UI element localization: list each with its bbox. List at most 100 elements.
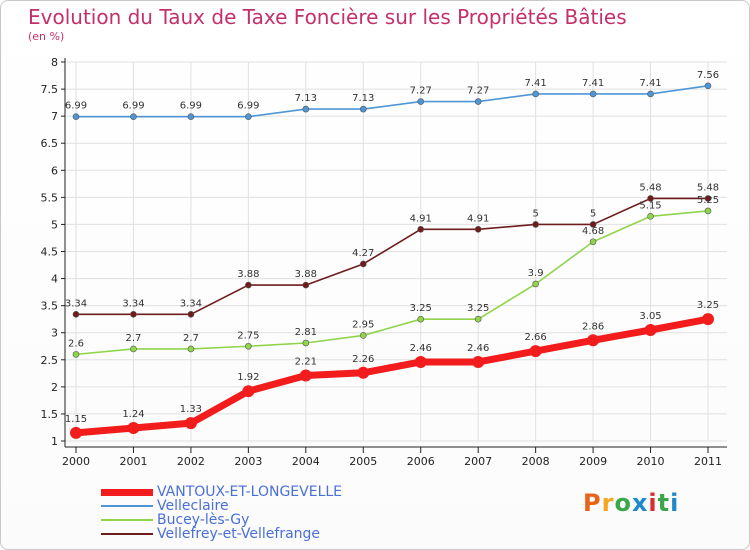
y-tick-label: 1.5 [41, 408, 59, 421]
data-label-velleclaire: 7.41 [525, 78, 547, 89]
legend-swatch [101, 519, 153, 521]
data-point-velleclaire [245, 113, 252, 120]
legend-swatch [101, 488, 153, 496]
data-label-vantoux-et-longevelle: 2.46 [410, 343, 432, 354]
data-label-vantoux-et-longevelle: 2.26 [352, 354, 374, 365]
data-label-velleclaire: 6.99 [180, 101, 202, 112]
y-tick-label: 6 [51, 164, 58, 177]
data-point-bucey-l-s-gy [532, 280, 539, 288]
data-label-vellefrey-et-vellefrange: 5.48 [639, 182, 661, 193]
unit-label: (en %) [28, 30, 65, 43]
x-tick-label: 2004 [292, 455, 320, 468]
data-point-velleclaire [647, 90, 654, 98]
data-label-velleclaire: 7.13 [352, 93, 374, 104]
x-tick-label: 2008 [522, 455, 550, 468]
legend-item-bucey-l-s-gy: Bucey-lès-Gy [101, 512, 342, 528]
legend-label: Velleclaire [157, 498, 229, 514]
data-label-velleclaire: 7.27 [410, 86, 432, 97]
data-label-vellefrey-et-vellefrange: 5.48 [697, 182, 719, 193]
data-label-velleclaire: 6.99 [65, 101, 87, 112]
y-tick-label: 5 [51, 218, 58, 231]
y-tick-label: 8 [51, 56, 58, 69]
y-tick-label: 3.5 [41, 300, 59, 313]
data-point-velleclaire [532, 90, 539, 98]
data-point-bucey-l-s-gy [359, 332, 367, 339]
data-label-velleclaire: 7.41 [582, 78, 604, 89]
data-label-bucey-l-s-gy: 3.25 [410, 303, 432, 314]
series-lines [70, 82, 714, 439]
legend-label: Vellefrey-et-Vellefrange [157, 526, 321, 542]
x-tick-label: 2002 [177, 455, 205, 468]
data-point-velleclaire [302, 105, 310, 113]
x-tick-label: 2011 [694, 455, 722, 468]
logo-letter: t [657, 489, 671, 517]
legend-label: Bucey-lès-Gy [157, 512, 250, 528]
y-tick-label: 7 [51, 110, 58, 123]
data-point-velleclaire [359, 105, 367, 113]
data-point-vantoux-et-longevelle [242, 385, 255, 398]
data-point-bucey-l-s-gy [704, 207, 712, 215]
logo-letter: i [670, 489, 680, 517]
x-tick-label: 2003 [234, 455, 262, 468]
data-point-vantoux-et-longevelle [587, 334, 600, 347]
legend-swatch [101, 505, 153, 507]
data-point-vantoux-et-longevelle [702, 313, 714, 326]
data-point-velleclaire [417, 98, 425, 105]
logo-letter: P [583, 489, 602, 517]
data-label-bucey-l-s-gy: 2.81 [295, 327, 317, 338]
data-point-vellefrey-et-vellefrange [72, 311, 80, 318]
data-label-velleclaire: 7.13 [295, 93, 317, 104]
legend: VANTOUX-ET-LONGEVELLE Velleclaire Bucey-lè… [101, 484, 343, 542]
y-tick-label: 6.5 [41, 137, 59, 150]
data-point-bucey-l-s-gy [187, 345, 195, 353]
y-tick-label: 4 [51, 273, 58, 286]
data-point-vellefrey-et-vellefrange [302, 281, 310, 289]
series-line-vantoux-et-longevelle [72, 315, 712, 437]
data-label-vantoux-et-longevelle: 2.46 [467, 343, 489, 354]
data-label-vantoux-et-longevelle: 3.25 [697, 300, 719, 311]
data-label-vantoux-et-longevelle: 2.86 [582, 321, 604, 332]
data-point-vellefrey-et-vellefrange [187, 311, 195, 318]
data-label-vellefrey-et-vellefrange: 4.91 [410, 213, 432, 224]
data-point-vantoux-et-longevelle [529, 345, 542, 358]
data-label-vantoux-et-longevelle: 1.92 [237, 372, 259, 383]
data-label-vellefrey-et-vellefrange: 5 [532, 208, 538, 219]
data-point-vellefrey-et-vellefrange [532, 221, 539, 228]
data-label-bucey-l-s-gy: 5.25 [697, 195, 719, 206]
logo-letter: i [648, 489, 658, 517]
data-label-velleclaire: 6.99 [237, 101, 259, 112]
x-tick-label: 2007 [464, 455, 492, 468]
data-label-vellefrey-et-vellefrange: 4.91 [467, 213, 489, 224]
data-label-vantoux-et-longevelle: 2.21 [295, 356, 317, 367]
data-labels: 6.99 6.99 6.99 6.99 7.13 7.13 7.27 7.27 7.41 7.41… [65, 70, 719, 425]
data-label-vellefrey-et-vellefrange: 3.34 [65, 298, 87, 309]
series-line-velleclaire [75, 85, 709, 118]
data-point-vellefrey-et-vellefrange [704, 195, 712, 202]
data-point-vantoux-et-longevelle [184, 417, 197, 430]
data-point-vantoux-et-longevelle [299, 369, 312, 382]
y-tick-label: 7.5 [41, 83, 59, 96]
data-label-vantoux-et-longevelle: 1.24 [122, 409, 144, 420]
series-line-vellefrey-et-vellefrange [75, 197, 709, 316]
data-point-velleclaire [72, 113, 80, 120]
data-point-vantoux-et-longevelle [644, 324, 657, 337]
legend-label: VANTOUX-ET-LONGEVELLE [157, 484, 343, 500]
data-label-bucey-l-s-gy: 5.15 [639, 200, 661, 211]
data-label-bucey-l-s-gy: 2.7 [183, 333, 199, 344]
chart-title: Evolution du Taux de Taxe Foncière sur l… [28, 5, 627, 29]
data-label-vellefrey-et-vellefrange: 5 [590, 208, 596, 219]
data-label-vellefrey-et-vellefrange: 3.34 [180, 298, 202, 309]
y-tick-label: 2 [51, 381, 58, 394]
data-point-bucey-l-s-gy [589, 238, 597, 246]
data-label-vantoux-et-longevelle: 1.33 [180, 404, 202, 415]
x-tick-label: 2010 [637, 455, 665, 468]
series-line-bucey-l-s-gy [75, 210, 709, 356]
legend-item-vellefrey-et-vellefrange: Vellefrey-et-Vellefrange [101, 526, 342, 542]
data-point-bucey-l-s-gy [245, 342, 252, 350]
logo-letter: o [614, 489, 632, 517]
data-point-bucey-l-s-gy [302, 339, 310, 347]
data-label-vantoux-et-longevelle: 3.05 [639, 311, 661, 322]
data-point-velleclaire [474, 98, 482, 105]
